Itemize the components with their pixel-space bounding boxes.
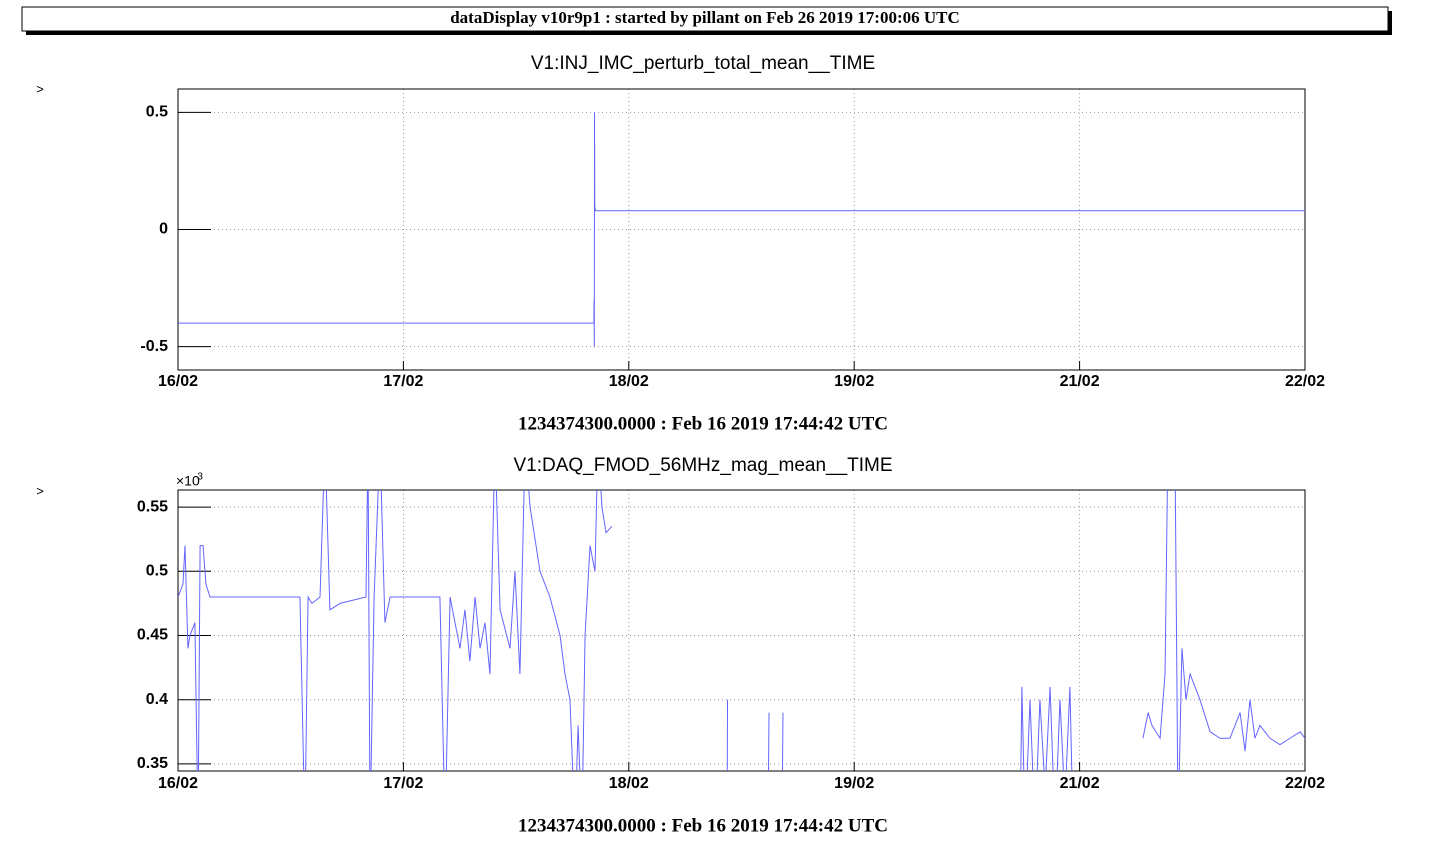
- y-tick-label: -0.5: [140, 338, 168, 355]
- chart-title: V1:INJ_IMC_perturb_total_mean__TIME: [531, 53, 875, 74]
- y-tick-label: 0.5: [146, 563, 168, 580]
- y-tick-label: 0.5: [146, 104, 168, 121]
- y-tick-label: 0: [159, 221, 168, 238]
- plot-frame: [177, 489, 1306, 772]
- data-line: [178, 112, 1305, 347]
- x-tick-label: 16/02: [158, 775, 198, 792]
- x-tick-label: 21/02: [1060, 373, 1100, 390]
- x-tick-label: 18/02: [609, 775, 649, 792]
- x-tick-label: 22/02: [1285, 373, 1325, 390]
- y-tick-label: 0.55: [137, 498, 168, 515]
- x-tick-label: 17/02: [383, 775, 423, 792]
- x-tick-label: 21/02: [1060, 775, 1100, 792]
- y-tick-label: 0.35: [137, 755, 168, 772]
- header-title: dataDisplay v10r9p1 : started by pillant…: [450, 8, 960, 27]
- chart: V1:INJ_IMC_perturb_total_mean__TIME >1234…: [36, 53, 1325, 434]
- x-tick-label: 19/02: [834, 373, 874, 390]
- x-axis-title: 1234374300.0000 : Feb 16 2019 17:44:42 U…: [518, 413, 888, 434]
- x-tick-label: 22/02: [1285, 775, 1325, 792]
- y-multiplier-exponent: -3: [194, 472, 203, 483]
- chart-title: V1:DAQ_FMOD_56MHz_mag_mean__TIME: [513, 455, 892, 476]
- x-tick-label: 19/02: [834, 775, 874, 792]
- x-tick-label: 18/02: [609, 373, 649, 390]
- x-tick-label: 16/02: [158, 373, 198, 390]
- y-multiplier: ×10: [176, 473, 200, 489]
- plot-frame: [177, 88, 1306, 371]
- y-tick-label: 0.4: [146, 691, 168, 708]
- y-axis-label: >: [36, 483, 44, 498]
- y-tick-label: 0.45: [137, 627, 168, 644]
- x-tick-label: 17/02: [383, 373, 423, 390]
- chart: V1:DAQ_FMOD_56MHz_mag_mean__TIME >1234374…: [36, 455, 1325, 836]
- y-axis-label: >: [36, 81, 44, 96]
- data-line: [178, 490, 1305, 771]
- x-axis-title: 1234374300.0000 : Feb 16 2019 17:44:42 U…: [518, 815, 888, 836]
- header-box: [21, 6, 1389, 32]
